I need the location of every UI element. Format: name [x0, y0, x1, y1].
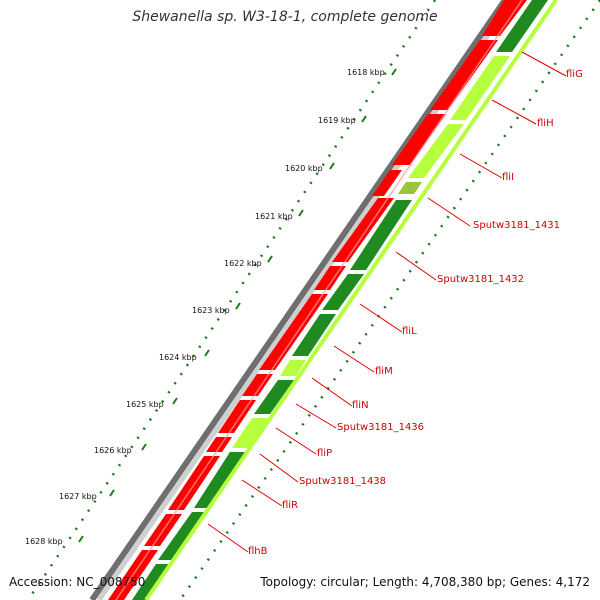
highlight-stripe — [115, 0, 523, 600]
minor-ticks-inner — [178, 0, 600, 600]
gene-arrow-forward — [372, 170, 402, 196]
gene-arrow-forward — [168, 456, 220, 510]
gene-label: fliL — [402, 326, 417, 337]
kbp-tick-label: 1619 kbp — [318, 116, 356, 125]
gene-arrow-reverse — [292, 314, 336, 356]
gene-arrow-forward — [392, 114, 446, 165]
topology-text: Topology: circular; Length: 4,708,380 bp… — [260, 575, 590, 589]
gene-label: flhB — [248, 546, 268, 557]
gene-label: Sputw3181_1438 — [299, 476, 386, 487]
light-stripe — [144, 0, 558, 600]
kbp-tick-label: 1625 kbp — [126, 400, 164, 409]
kbp-tick-label: 1627 kbp — [59, 492, 97, 501]
kbp-tick-label: 1618 kbp — [347, 68, 385, 77]
gene-arrow-reverse — [398, 182, 422, 194]
gene-label: fliP — [317, 448, 332, 459]
gene-arrow-forward — [430, 40, 498, 110]
kbp-tick-label: 1624 kbp — [159, 353, 197, 362]
gene-labels: fliG fliH fliI Sputw3181_1431 Sputw3181_… — [248, 69, 583, 557]
backbone-outer — [89, 0, 508, 600]
gene-arrow-reverse — [280, 360, 306, 376]
kbp-tick-label: 1623 kbp — [192, 306, 230, 315]
forward-strand-track — [108, 0, 527, 600]
reverse-strand-track — [132, 0, 558, 600]
gene-arrow-reverse — [322, 274, 364, 310]
accession-text: Accession: NC_008750 — [9, 575, 146, 589]
gene-arrow-reverse — [194, 452, 246, 508]
map-title: Shewanella sp. W3-18-1, complete genome — [132, 9, 438, 25]
minor-ticks-outer — [26, 0, 437, 600]
label-leaders — [207, 51, 567, 553]
gene-arrow-reverse — [232, 418, 268, 448]
gene-label: fliR — [282, 500, 298, 511]
kbp-tick-label: 1626 kbp — [94, 446, 132, 455]
gene-arrow-reverse — [408, 124, 464, 178]
gene-label: fliG — [566, 69, 583, 80]
gene-arrow-forward — [206, 437, 232, 452]
kbp-ticks: 1618 kbp 1619 kbp 1620 kbp 1621 kbp 1622… — [25, 68, 397, 546]
gene-arrow-reverse — [158, 512, 208, 560]
kbp-tick-label: 1621 kbp — [255, 212, 293, 221]
gene-label: fliH — [537, 118, 554, 129]
gene-arrow-reverse — [132, 564, 172, 600]
gene-arrow-reverse — [496, 0, 548, 52]
gene-arrow-reverse — [254, 380, 294, 414]
kbp-tick-label: 1620 kbp — [285, 164, 323, 173]
gene-arrow-reverse — [450, 56, 510, 120]
gene-label: Sputw3181_1432 — [437, 274, 524, 285]
gene-label: Sputw3181_1431 — [473, 220, 560, 231]
gene-arrow-forward — [332, 198, 394, 262]
gene-label: fliI — [502, 172, 514, 183]
kbp-tick-label: 1622 kbp — [224, 259, 262, 268]
gene-label: fliN — [352, 400, 369, 411]
gene-label: fliM — [375, 366, 393, 377]
gene-label: Sputw3181_1436 — [337, 422, 424, 433]
gene-arrow-reverse — [350, 200, 412, 270]
kbp-tick-label: 1628 kbp — [25, 537, 63, 546]
